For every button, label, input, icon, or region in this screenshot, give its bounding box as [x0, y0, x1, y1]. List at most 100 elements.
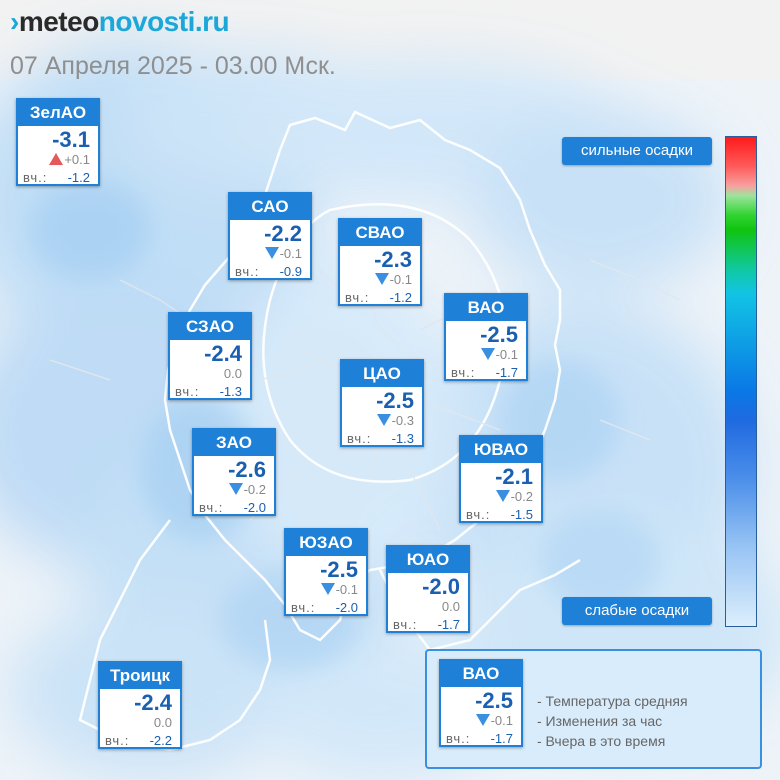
- district-card-yuvao[interactable]: ЮВАО -2.1 -0.2 вч.: -1.5: [459, 435, 543, 523]
- hourly-change: -0.1: [475, 713, 513, 729]
- site-logo[interactable]: ›meteonovosti.ru: [10, 6, 230, 38]
- precipitation-color-scale: [725, 136, 757, 627]
- yesterday-label: вч.:: [347, 431, 372, 446]
- yesterday-label: вч.:: [446, 731, 471, 746]
- hourly-change: -0.1: [480, 347, 518, 363]
- district-name: САО: [230, 194, 310, 220]
- yesterday-row: вч.: -1.5: [466, 507, 533, 522]
- weak-precipitation-label: слабые осадки: [562, 597, 712, 625]
- district-card-svao[interactable]: СВАО -2.3 -0.1 вч.: -1.2: [338, 218, 422, 306]
- yesterday-row: вч.: -1.7: [446, 731, 513, 746]
- yesterday-label: вч.:: [393, 617, 418, 632]
- yesterday-label: вч.:: [105, 733, 130, 748]
- district-card-vao[interactable]: ВАО -2.5 -0.1 вч.: -1.7: [444, 293, 528, 381]
- district-card-zao[interactable]: ЗАО -2.6 -0.2 вч.: -2.0: [192, 428, 276, 516]
- forecast-datetime: 07 Апреля 2025 - 03.00 Мск.: [10, 52, 336, 80]
- yesterday-label: вч.:: [235, 264, 260, 279]
- yesterday-value: -1.5: [510, 507, 533, 522]
- district-name: ВАО: [446, 295, 526, 321]
- trend-down-icon: [374, 273, 389, 288]
- district-name: ВАО: [441, 661, 521, 687]
- legend-line-hourly-change: - Изменения за час: [537, 713, 663, 729]
- yesterday-value: -2.2: [149, 733, 172, 748]
- trend-up-icon: [49, 153, 64, 168]
- hourly-change: -0.2: [495, 489, 533, 505]
- temperature: -2.6: [228, 457, 266, 482]
- yesterday-label: вч.:: [199, 500, 224, 515]
- yesterday-value: -2.0: [243, 500, 266, 515]
- yesterday-value: -1.2: [67, 170, 90, 185]
- logo-text-part2: novosti.ru: [98, 6, 230, 37]
- hourly-change: -0.1: [374, 272, 412, 288]
- district-name: ЗАО: [194, 430, 274, 456]
- yesterday-label: вч.:: [345, 290, 370, 305]
- yesterday-row: вч.: -1.7: [451, 365, 518, 380]
- temperature: -2.1: [495, 464, 533, 489]
- yesterday-row: вч.: -1.7: [393, 617, 460, 632]
- yesterday-value: -1.7: [490, 731, 513, 746]
- district-card-zelao[interactable]: ЗелАО -3.1 +0.1 вч.: -1.2: [16, 98, 100, 186]
- district-card-yuzao[interactable]: ЮЗАО -2.5 -0.1 вч.: -2.0: [284, 528, 368, 616]
- yesterday-row: вч.: -1.2: [345, 290, 412, 305]
- temperature: -2.3: [374, 247, 412, 272]
- yesterday-label: вч.:: [291, 600, 316, 615]
- yesterday-value: -1.7: [495, 365, 518, 380]
- district-name: ЦАО: [342, 361, 422, 387]
- hourly-change: +0.1: [49, 152, 90, 168]
- trend-down-icon: [228, 483, 243, 498]
- yesterday-value: -2.0: [335, 600, 358, 615]
- yesterday-label: вч.:: [23, 170, 48, 185]
- trend-down-icon: [320, 583, 335, 598]
- legend-sample-card: ВАО -2.5 -0.1 вч.: -1.7: [439, 659, 523, 747]
- yesterday-row: вч.: -1.3: [347, 431, 414, 446]
- yesterday-row: вч.: -1.2: [23, 170, 90, 185]
- hourly-change: -0.3: [376, 413, 414, 429]
- yesterday-value: -0.9: [279, 264, 302, 279]
- district-card-sao[interactable]: САО -2.2 -0.1 вч.: -0.9: [228, 192, 312, 280]
- temperature: -2.4: [134, 690, 172, 715]
- hourly-change: 0.0: [441, 599, 460, 614]
- legend-panel: ВАО -2.5 -0.1 вч.: -1.7 - Температура сре…: [425, 649, 762, 769]
- yesterday-row: вч.: -2.2: [105, 733, 172, 748]
- yesterday-row: вч.: -0.9: [235, 264, 302, 279]
- district-name: ЮВАО: [461, 437, 541, 463]
- hourly-change: -0.2: [228, 482, 266, 498]
- yesterday-value: -1.3: [391, 431, 414, 446]
- district-card-szao[interactable]: СЗАО -2.4 0.0 вч.: -1.3: [168, 312, 252, 400]
- yesterday-value: -1.7: [437, 617, 460, 632]
- yesterday-value: -1.3: [219, 384, 242, 399]
- yesterday-row: вч.: -2.0: [291, 600, 358, 615]
- temperature: -2.5: [320, 557, 358, 582]
- strong-precipitation-label: сильные осадки: [562, 137, 712, 165]
- legend-line-yesterday: - Вчера в это время: [537, 733, 666, 749]
- temperature: -2.5: [480, 322, 518, 347]
- temperature: -2.0: [422, 574, 460, 599]
- legend-lines: - Температура средняя - Изменения за час…: [537, 691, 688, 751]
- yesterday-row: вч.: -2.0: [199, 500, 266, 515]
- trend-down-icon: [264, 247, 279, 262]
- yesterday-row: вч.: -1.3: [175, 384, 242, 399]
- district-name: СЗАО: [170, 314, 250, 340]
- hourly-change: 0.0: [153, 715, 172, 730]
- hourly-change: -0.1: [320, 582, 358, 598]
- trend-down-icon: [495, 490, 510, 505]
- yesterday-label: вч.:: [466, 507, 491, 522]
- district-card-troitsk[interactable]: Троицк -2.4 0.0 вч.: -2.2: [98, 661, 182, 749]
- trend-down-icon: [376, 414, 391, 429]
- legend-line-average-temp: - Температура средняя: [537, 693, 688, 709]
- temperature: -3.1: [52, 127, 90, 152]
- logo-text-part1: meteo: [18, 6, 99, 37]
- temperature: -2.4: [204, 341, 242, 366]
- district-name: Троицк: [100, 663, 180, 689]
- temperature: -2.5: [475, 688, 513, 713]
- logo-mark: ›: [10, 6, 19, 37]
- district-name: ЮЗАО: [286, 530, 366, 556]
- district-name: СВАО: [340, 220, 420, 246]
- district-card-yuao[interactable]: ЮАО -2.0 0.0 вч.: -1.7: [386, 545, 470, 633]
- district-card-cao[interactable]: ЦАО -2.5 -0.3 вч.: -1.3: [340, 359, 424, 447]
- temperature: -2.5: [376, 388, 414, 413]
- yesterday-value: -1.2: [389, 290, 412, 305]
- yesterday-label: вч.:: [175, 384, 200, 399]
- trend-down-icon: [480, 348, 495, 363]
- hourly-change: 0.0: [223, 366, 242, 381]
